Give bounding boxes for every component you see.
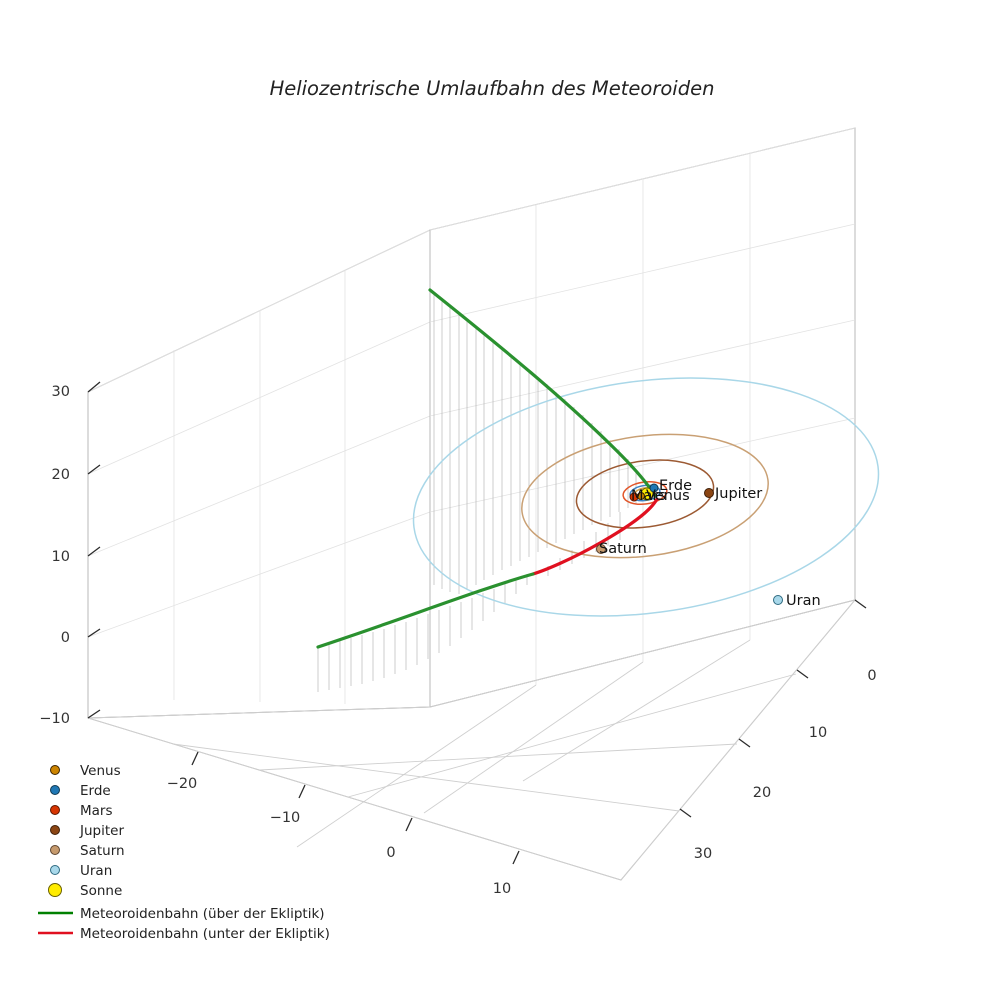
legend-marker-venus: [50, 765, 60, 775]
marker-uran: [773, 595, 783, 605]
legend-label-erde: Erde: [80, 783, 111, 799]
legend-item-jupiter[interactable]: Jupiter: [50, 823, 125, 839]
legend-marker-erde: [50, 785, 60, 795]
legend-item-mars[interactable]: Mars: [50, 803, 113, 819]
legend-item-saturn[interactable]: Saturn: [50, 843, 125, 859]
legend-label-saturn: Saturn: [80, 843, 125, 859]
legend-item-uran[interactable]: Uran: [50, 863, 113, 879]
z-tick-20: 20: [52, 467, 70, 483]
x-tick-0: 0: [386, 845, 395, 861]
label-saturn: Saturn: [599, 541, 647, 557]
y-axis-tick-labels: 0 10 20 30: [694, 668, 877, 862]
pane-floor: [87, 599, 857, 881]
legend-marker-sonne: [48, 883, 62, 897]
trajectory-droplines: [317, 292, 637, 692]
x-axis-tick-labels: −20 −10 0 10: [167, 776, 512, 897]
marker-jupiter: [704, 488, 714, 498]
legend-item-venus[interactable]: Venus: [50, 763, 121, 779]
pane-right-wall: [429, 127, 856, 708]
z-axis-tick-labels: 30 20 10 0 −10: [39, 384, 70, 727]
legend-label-below-ecliptic: Meteoroidenbahn (unter der Ekliptik): [80, 926, 330, 942]
marker-erde: [649, 483, 659, 493]
axis-tick-marks: [87, 381, 867, 865]
y-tick-0: 0: [867, 668, 876, 684]
legend-marker-saturn: [50, 845, 60, 855]
legend-marker-uran: [50, 865, 60, 875]
label-erde: Erde: [659, 478, 692, 494]
trajectory-below-ecliptic: [531, 497, 659, 576]
legend-label-mars: Mars: [80, 803, 113, 819]
trajectory-above-ecliptic-upper: [428, 288, 657, 498]
marker-saturn: [596, 544, 606, 554]
z-tick-10: 10: [52, 549, 70, 565]
legend-item-sonne[interactable]: Sonne: [48, 883, 123, 899]
legend-label-venus: Venus: [80, 763, 121, 779]
y-tick-20: 20: [753, 785, 771, 801]
label-jupiter: Jupiter: [714, 486, 762, 502]
label-venus: Venus: [646, 488, 690, 504]
legend: Venus Erde Mars Jupiter Saturn Uran: [38, 763, 330, 942]
page-title: Heliozentrische Umlaufbahn des Meteoroid…: [270, 77, 715, 100]
orbit-saturn: [521, 433, 769, 559]
legend-label-above-ecliptic: Meteoroidenbahn (über der Ekliptik): [80, 906, 325, 922]
x-tick-neg10: −10: [270, 810, 301, 826]
plot-annotation-labels: Erde Venus Mars Jupiter Saturn Uran: [599, 478, 821, 609]
pane-left-wall: [87, 229, 431, 719]
legend-label-jupiter: Jupiter: [79, 823, 124, 839]
label-uran: Uran: [786, 593, 821, 609]
orbit-jupiter: [575, 459, 715, 529]
trajectory-above-ecliptic-lower: [316, 572, 535, 649]
legend-label-sonne: Sonne: [80, 883, 122, 899]
legend-item-trajectory-above[interactable]: Meteoroidenbahn (über der Ekliptik): [38, 906, 325, 922]
y-tick-30: 30: [694, 846, 712, 862]
y-tick-10: 10: [809, 725, 827, 741]
legend-marker-mars: [50, 805, 60, 815]
axes-panes: [87, 127, 857, 881]
legend-item-erde[interactable]: Erde: [50, 783, 111, 799]
x-tick-10: 10: [493, 881, 511, 897]
z-tick-30: 30: [52, 384, 70, 400]
label-mars: Mars: [631, 488, 666, 504]
z-tick-neg10: −10: [39, 711, 70, 727]
legend-marker-jupiter: [50, 825, 60, 835]
orbit-uran: [412, 377, 880, 617]
legend-label-uran: Uran: [80, 863, 112, 879]
z-tick-0: 0: [61, 630, 70, 646]
meteoroid-trajectory: [316, 288, 659, 649]
legend-item-trajectory-below[interactable]: Meteoroidenbahn (unter der Ekliptik): [38, 926, 330, 942]
planet-markers: [596, 483, 783, 605]
marker-venus: [637, 492, 645, 500]
x-tick-neg20: −20: [167, 776, 198, 792]
